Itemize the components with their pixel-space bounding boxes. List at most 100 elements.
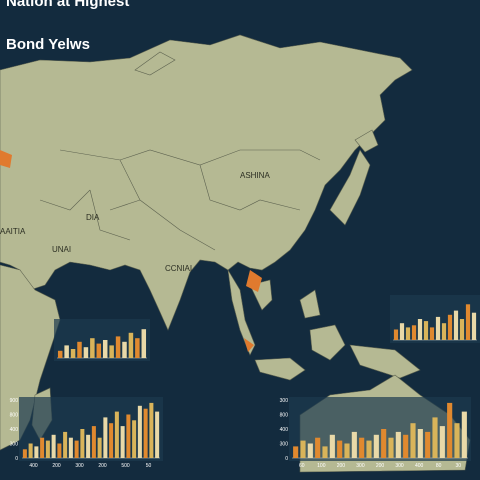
y-tick-label: 800 bbox=[280, 413, 289, 419]
bar bbox=[51, 434, 56, 458]
bar bbox=[122, 341, 127, 358]
x-tick-label: 60 bbox=[299, 463, 305, 469]
bar bbox=[141, 329, 147, 358]
map-label: CCNIAI bbox=[165, 264, 192, 273]
bar bbox=[429, 327, 435, 340]
highlight bbox=[246, 270, 262, 292]
bar bbox=[461, 411, 467, 458]
x-tick-label: 500 bbox=[121, 463, 130, 469]
y-tick-label: 900 bbox=[10, 398, 19, 404]
bar bbox=[337, 440, 343, 458]
inset-panel bbox=[54, 319, 150, 361]
x-tick-label: 300 bbox=[75, 463, 84, 469]
bar bbox=[411, 325, 417, 340]
bar bbox=[70, 349, 76, 358]
x-tick-label: 50 bbox=[146, 463, 152, 469]
bar bbox=[83, 347, 89, 358]
bar bbox=[366, 440, 372, 458]
bar bbox=[97, 437, 102, 458]
x-tick-label: 200 bbox=[376, 463, 385, 469]
bar bbox=[77, 341, 82, 358]
x-tick-label: 400 bbox=[415, 463, 424, 469]
y-tick-label: 300 bbox=[10, 442, 19, 448]
y-tick-label: 0 bbox=[285, 456, 288, 462]
bar bbox=[28, 443, 33, 458]
bar bbox=[423, 321, 429, 340]
bar bbox=[471, 312, 477, 340]
bar bbox=[40, 437, 45, 458]
y-tick-label: 800 bbox=[10, 413, 19, 419]
bar bbox=[149, 402, 154, 458]
bar bbox=[393, 329, 399, 340]
y-tick-label: 400 bbox=[280, 427, 289, 433]
bar bbox=[432, 417, 438, 458]
bar bbox=[74, 440, 79, 458]
bar bbox=[102, 340, 108, 358]
bar bbox=[307, 443, 313, 458]
bar bbox=[447, 402, 453, 458]
map-label: AAITIA bbox=[0, 227, 26, 236]
inset-panel bbox=[390, 295, 480, 343]
title: Nation at Highest bbox=[6, 0, 129, 10]
bar bbox=[344, 443, 350, 458]
bar bbox=[410, 423, 416, 458]
bar bbox=[351, 431, 357, 458]
bar bbox=[435, 316, 441, 340]
title: Bond Yelws bbox=[6, 36, 90, 53]
bar bbox=[68, 437, 73, 458]
bar bbox=[453, 310, 459, 340]
bar bbox=[329, 434, 335, 458]
bar bbox=[109, 345, 114, 358]
highlight bbox=[0, 150, 12, 168]
x-tick-label: 30 bbox=[455, 463, 461, 469]
bar bbox=[293, 446, 299, 458]
map-label: DIA bbox=[86, 213, 100, 222]
bar bbox=[381, 429, 387, 458]
y-tick-label: 300 bbox=[280, 442, 289, 448]
bar bbox=[96, 343, 102, 358]
bar bbox=[425, 431, 431, 458]
x-tick-label: 80 bbox=[436, 463, 442, 469]
bar bbox=[45, 440, 50, 458]
bar bbox=[399, 323, 405, 340]
bar bbox=[22, 449, 27, 458]
bar bbox=[454, 423, 460, 458]
x-tick-label: 300 bbox=[395, 463, 404, 469]
x-tick-label: 200 bbox=[52, 463, 61, 469]
bar bbox=[91, 426, 96, 458]
bar bbox=[103, 417, 108, 458]
bar bbox=[417, 319, 423, 340]
bar bbox=[128, 332, 134, 358]
bar bbox=[135, 338, 140, 358]
bar bbox=[395, 431, 401, 458]
bar bbox=[57, 443, 62, 458]
bar bbox=[459, 319, 465, 340]
bar bbox=[34, 446, 39, 458]
bar bbox=[137, 405, 142, 458]
bar bbox=[359, 437, 365, 458]
bar bbox=[109, 423, 114, 458]
bar bbox=[322, 446, 328, 458]
x-tick-label: 400 bbox=[29, 463, 38, 469]
bar bbox=[373, 434, 379, 458]
bar bbox=[90, 338, 95, 358]
bar bbox=[465, 304, 471, 340]
bar bbox=[300, 440, 306, 458]
y-tick-label: 0 bbox=[15, 456, 18, 462]
bar bbox=[126, 414, 131, 458]
bar bbox=[120, 426, 125, 458]
bar bbox=[155, 411, 160, 458]
y-tick-label: 300 bbox=[280, 398, 289, 404]
x-tick-label: 100 bbox=[317, 463, 326, 469]
bar bbox=[63, 431, 68, 458]
map-label: UNAI bbox=[52, 245, 71, 254]
bar bbox=[64, 345, 69, 358]
bar bbox=[439, 426, 445, 458]
bar bbox=[405, 327, 411, 340]
bar bbox=[315, 437, 321, 458]
bar bbox=[403, 434, 409, 458]
bar bbox=[132, 420, 137, 458]
bar bbox=[417, 429, 423, 458]
map-label: ASHINA bbox=[240, 171, 270, 180]
bar bbox=[57, 350, 63, 358]
